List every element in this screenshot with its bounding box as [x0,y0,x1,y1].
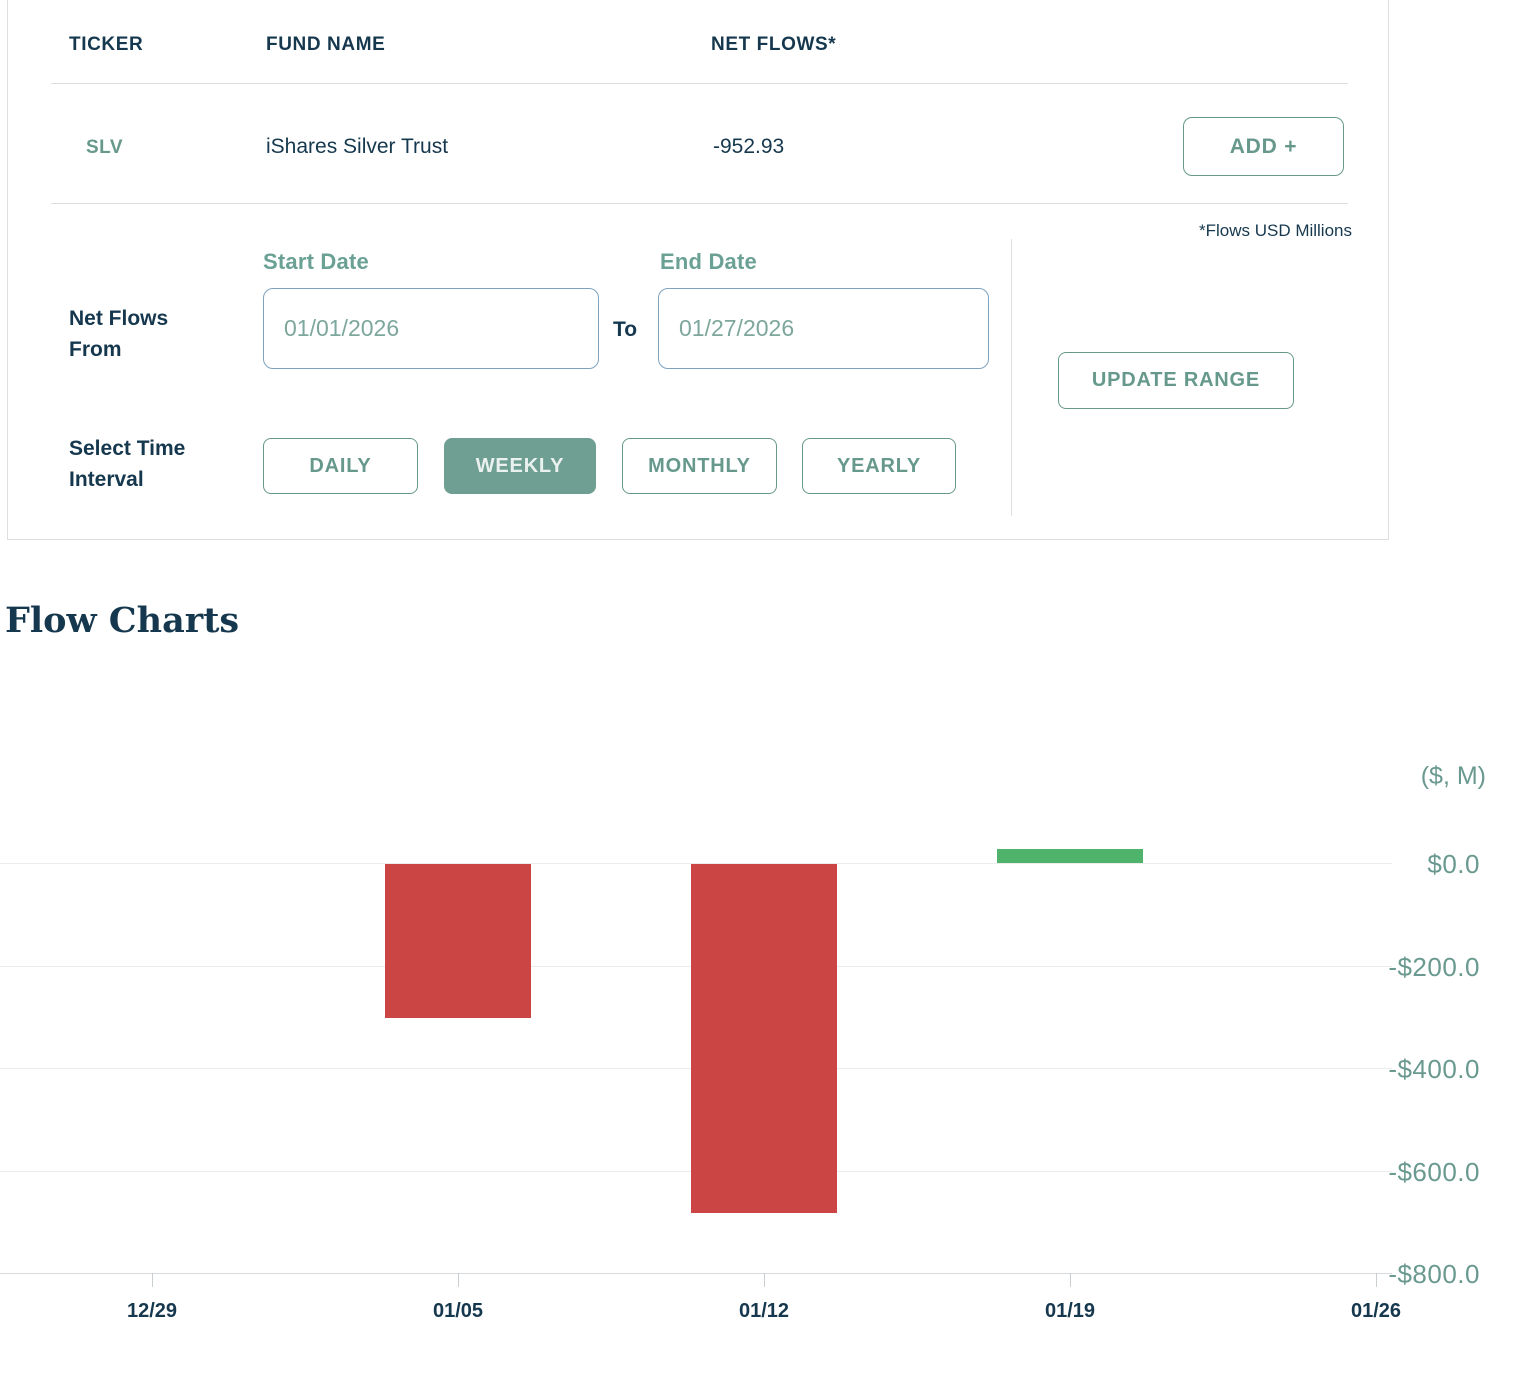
y-axis-label: -$600.0 [1388,1156,1480,1187]
ticker-link[interactable]: SLV [86,137,124,158]
update-range-button[interactable]: UPDATE RANGE [1058,352,1294,409]
y-axis-label: -$400.0 [1388,1054,1480,1084]
y-axis-label: -$800.0 [1388,1259,1480,1289]
x-axis-tick-01/12 [764,1273,765,1287]
x-axis-label-01/12: 01/12 [738,1300,790,1322]
net-flows-from-label-line1: Net Flows [69,307,169,330]
net-flows-from-label: Net Flows From [69,303,168,365]
header-divider [51,83,1348,84]
col-header-fund-name: FUND NAME [266,34,386,55]
controls-divider [1011,239,1012,516]
row-divider [51,203,1348,204]
x-axis-tick-01/26 [1376,1273,1377,1287]
x-axis-label-01/19: 01/19 [1044,1300,1096,1322]
x-axis-label-01/05: 01/05 [432,1300,484,1322]
start-date-label: Start Date [263,249,369,274]
gridline-$0.0 [0,863,1392,864]
x-axis-tick-01/19 [1070,1273,1071,1287]
bar-01/19[interactable] [997,848,1143,863]
interval-button-monthly[interactable]: MONTHLY [622,438,777,494]
fund-name-cell: iShares Silver Trust [266,135,449,158]
interval-button-yearly[interactable]: YEARLY [802,438,956,494]
x-axis-tick-01/05 [458,1273,459,1287]
select-time-interval-line1: Select Time [69,437,186,460]
x-axis-label-01/26: 01/26 [1350,1300,1402,1322]
net-flows-cell: -952.93 [713,135,785,158]
end-date-input[interactable] [658,288,989,369]
to-label: To [613,318,638,341]
y-axis-label: $0.0 [1427,849,1480,879]
col-header-net-flows: NET FLOWS* [711,34,837,55]
fund-panel: TICKER FUND NAME NET FLOWS* SLV iShares … [7,0,1389,540]
select-time-interval-line2: Interval [69,468,144,491]
net-flows-from-label-line2: From [69,338,122,361]
x-axis-label-12/29: 12/29 [126,1300,178,1322]
y-axis-label: -$200.0 [1388,951,1480,982]
bar-01/12[interactable] [691,864,837,1214]
interval-button-weekly[interactable]: WEEKLY [444,438,596,494]
gridline--$800.0 [0,1273,1392,1274]
x-axis-tick-12/29 [152,1273,153,1287]
select-time-interval-label: Select Time Interval [69,433,185,495]
interval-button-daily[interactable]: DAILY [263,438,418,494]
y-axis-unit-label: ($, M) [1420,762,1486,790]
start-date-input[interactable] [263,288,599,369]
add-fund-button[interactable]: ADD + [1183,117,1344,176]
section-title: Flow Charts [5,600,240,641]
end-date-label: End Date [660,249,757,274]
col-header-ticker: TICKER [69,34,144,55]
flows-units-footnote: *Flows USD Millions [1198,221,1352,240]
bar-01/05[interactable] [385,864,531,1018]
